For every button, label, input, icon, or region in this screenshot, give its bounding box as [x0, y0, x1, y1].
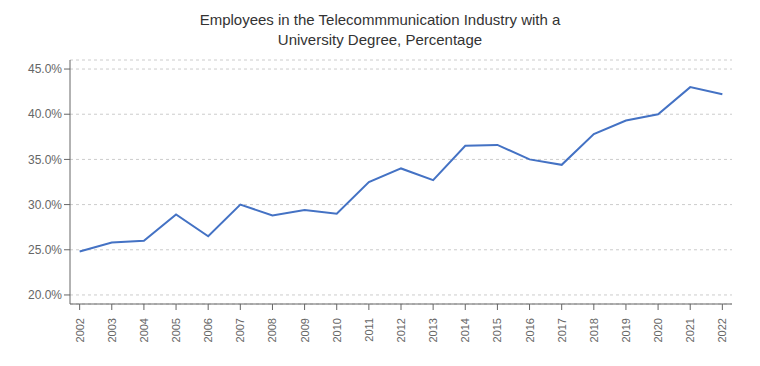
svg-text:2004: 2004: [138, 318, 150, 342]
svg-text:2008: 2008: [266, 318, 278, 342]
svg-text:2017: 2017: [556, 318, 568, 342]
svg-text:2014: 2014: [459, 318, 471, 342]
svg-text:25.0%: 25.0%: [28, 243, 62, 257]
svg-text:2020: 2020: [652, 318, 664, 342]
svg-text:2021: 2021: [684, 318, 696, 342]
svg-text:2010: 2010: [331, 318, 343, 342]
svg-text:2018: 2018: [588, 318, 600, 342]
svg-text:2009: 2009: [299, 318, 311, 342]
svg-text:40.0%: 40.0%: [28, 107, 62, 121]
svg-text:2003: 2003: [106, 318, 118, 342]
svg-text:2005: 2005: [170, 318, 182, 342]
svg-text:2011: 2011: [363, 318, 375, 342]
svg-text:2013: 2013: [427, 318, 439, 342]
svg-text:2002: 2002: [74, 318, 86, 342]
svg-text:2019: 2019: [620, 318, 632, 342]
svg-text:45.0%: 45.0%: [28, 62, 62, 76]
svg-text:2015: 2015: [491, 318, 503, 342]
svg-text:2006: 2006: [202, 318, 214, 342]
svg-text:2012: 2012: [395, 318, 407, 342]
html-text:University Degree, Percentage: University Degree, Percentage: [277, 31, 483, 48]
html-text:Employees in the Telecommmunic: Employees in the Telecommmunication Indu…: [199, 11, 561, 28]
svg-text:20.0%: 20.0%: [28, 288, 62, 302]
svg-text:30.0%: 30.0%: [28, 198, 62, 212]
svg-text:2016: 2016: [524, 318, 536, 342]
svg-text:2007: 2007: [234, 318, 246, 342]
svg-text:2022: 2022: [716, 318, 728, 342]
svg-text:35.0%: 35.0%: [28, 153, 62, 167]
